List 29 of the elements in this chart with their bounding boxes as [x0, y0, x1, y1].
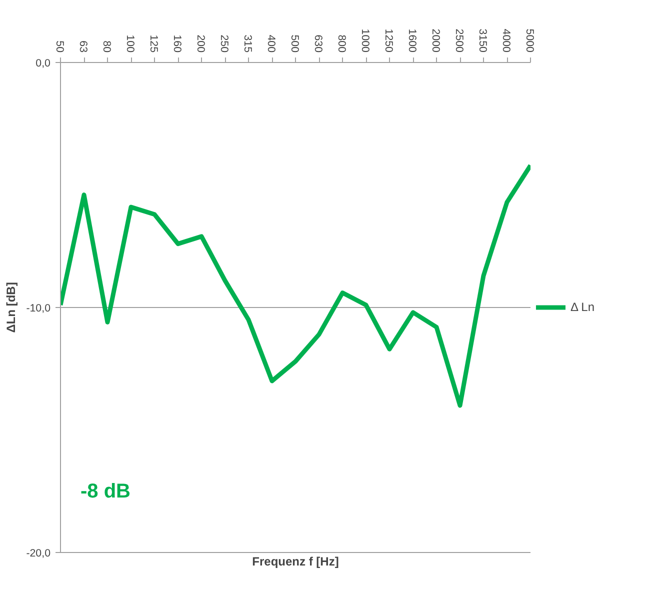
x-tick-label: 2000	[430, 28, 442, 53]
x-tick-label: 63	[77, 40, 89, 53]
x-tick-label: 50	[54, 40, 66, 53]
x-axis-title: Frequenz f [Hz]	[252, 554, 339, 568]
x-tick-label: 160	[171, 34, 183, 53]
x-tick-label: 200	[194, 34, 206, 53]
x-tick-label: 100	[124, 34, 136, 53]
x-tick-label: 800	[336, 34, 348, 53]
y-tick-label: 0,0	[36, 58, 51, 70]
x-tick-label: 4000	[500, 28, 512, 53]
x-tick-label: 5000	[524, 28, 536, 53]
y-tick-label: -10,0	[26, 302, 51, 314]
x-tick-label: 1250	[382, 28, 394, 53]
annotation: -8 dB	[80, 480, 130, 502]
y-tick-label: -20,0	[26, 548, 51, 560]
x-tick-label: 1600	[406, 28, 418, 53]
x-tick-label: 125	[148, 34, 160, 53]
x-tick-label: 250	[218, 34, 230, 53]
x-tick-label: 3150	[476, 28, 488, 53]
x-tick-label: 400	[265, 34, 277, 53]
x-tick-label: 2500	[453, 28, 465, 53]
x-tick-label: 630	[312, 34, 324, 53]
line-series	[60, 163, 530, 408]
x-tick-label: 500	[288, 34, 300, 53]
x-tick-label: 80	[100, 40, 112, 53]
x-tick-label: 1000	[359, 28, 371, 53]
y-axis-title: ΔLn [dB]	[4, 282, 18, 333]
x-tick-label: 315	[242, 34, 254, 53]
legend-label: Δ Ln	[570, 300, 595, 314]
